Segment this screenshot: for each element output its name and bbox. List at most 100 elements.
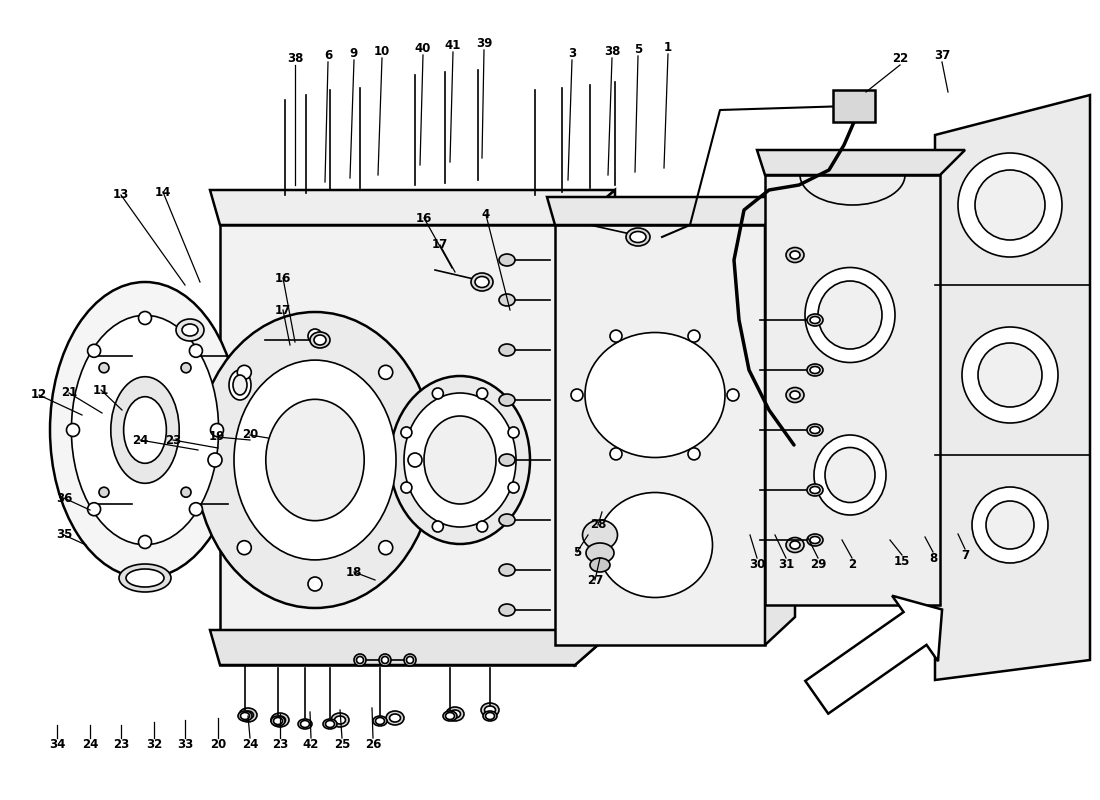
Text: 15: 15 [894,555,910,568]
Ellipse shape [484,706,495,714]
Ellipse shape [208,453,222,467]
Ellipse shape [182,487,191,498]
Ellipse shape [790,251,800,259]
Text: 19: 19 [209,430,226,443]
Ellipse shape [481,703,499,717]
Ellipse shape [189,344,202,358]
Text: 36: 36 [56,491,73,505]
Ellipse shape [182,324,198,336]
Ellipse shape [356,657,363,663]
Ellipse shape [119,564,170,592]
Ellipse shape [182,362,191,373]
Ellipse shape [382,657,388,663]
Ellipse shape [499,294,515,306]
Text: 11: 11 [92,383,109,397]
Text: 23: 23 [272,738,288,751]
Text: 6: 6 [323,49,332,62]
Text: 31: 31 [778,558,794,571]
Text: passion for parts.com: passion for parts.com [213,364,647,636]
Polygon shape [575,190,615,665]
Text: 5: 5 [634,43,642,56]
Ellipse shape [807,364,823,376]
Ellipse shape [378,541,393,554]
Text: 39: 39 [476,37,492,50]
Ellipse shape [239,708,257,722]
Ellipse shape [176,319,204,341]
Circle shape [962,327,1058,423]
Ellipse shape [111,377,179,483]
Text: 10: 10 [374,45,390,58]
Ellipse shape [210,423,223,437]
Ellipse shape [195,312,434,608]
Text: 34: 34 [48,738,65,751]
Text: 8: 8 [928,552,937,565]
Text: 16: 16 [416,211,432,225]
Text: 18: 18 [345,566,362,578]
Text: 13: 13 [113,189,129,202]
Ellipse shape [408,453,422,467]
Polygon shape [210,630,615,665]
Text: 5: 5 [573,546,581,558]
Ellipse shape [585,333,725,458]
Text: 30: 30 [749,558,766,571]
Polygon shape [547,197,795,225]
Ellipse shape [139,311,152,325]
Text: 27: 27 [587,574,603,586]
Text: 7: 7 [961,549,969,562]
Text: 24: 24 [242,738,258,751]
Polygon shape [556,225,764,645]
Text: 16: 16 [275,271,292,285]
Ellipse shape [483,711,497,721]
Ellipse shape [99,487,109,498]
Ellipse shape [300,721,309,727]
Text: 24: 24 [81,738,98,751]
Ellipse shape [688,448,700,460]
Polygon shape [220,225,575,665]
Text: 41: 41 [444,39,461,52]
Ellipse shape [450,710,461,718]
Text: 23: 23 [165,434,182,446]
Circle shape [986,501,1034,549]
Ellipse shape [354,654,366,666]
Text: 9: 9 [350,47,359,60]
Ellipse shape [238,366,251,379]
Ellipse shape [432,388,443,399]
Ellipse shape [476,521,487,532]
Ellipse shape [818,281,882,349]
Ellipse shape [597,493,713,598]
Ellipse shape [88,502,100,516]
Ellipse shape [275,716,286,724]
Ellipse shape [626,228,650,246]
Text: 38: 38 [287,52,304,65]
Ellipse shape [189,502,202,516]
Ellipse shape [233,375,248,395]
Ellipse shape [432,521,443,532]
Ellipse shape [571,389,583,401]
Ellipse shape [786,387,804,402]
Text: 17: 17 [275,303,292,317]
Ellipse shape [499,564,515,576]
Ellipse shape [323,719,337,729]
Ellipse shape [298,719,312,729]
Text: 33: 33 [177,738,194,751]
Ellipse shape [727,389,739,401]
Ellipse shape [390,376,530,544]
Ellipse shape [407,657,414,663]
Text: 37: 37 [934,49,950,62]
Ellipse shape [485,713,495,719]
Bar [833,90,875,122]
Ellipse shape [139,535,152,549]
Ellipse shape [807,424,823,436]
Ellipse shape [126,569,164,587]
Ellipse shape [807,534,823,546]
Text: 29: 29 [810,558,826,571]
Ellipse shape [378,366,393,379]
Ellipse shape [310,332,330,348]
Ellipse shape [229,370,251,400]
Ellipse shape [790,391,800,399]
Ellipse shape [373,716,387,726]
Ellipse shape [810,486,820,494]
Ellipse shape [308,577,322,591]
Text: 1: 1 [664,41,672,54]
Circle shape [958,153,1062,257]
